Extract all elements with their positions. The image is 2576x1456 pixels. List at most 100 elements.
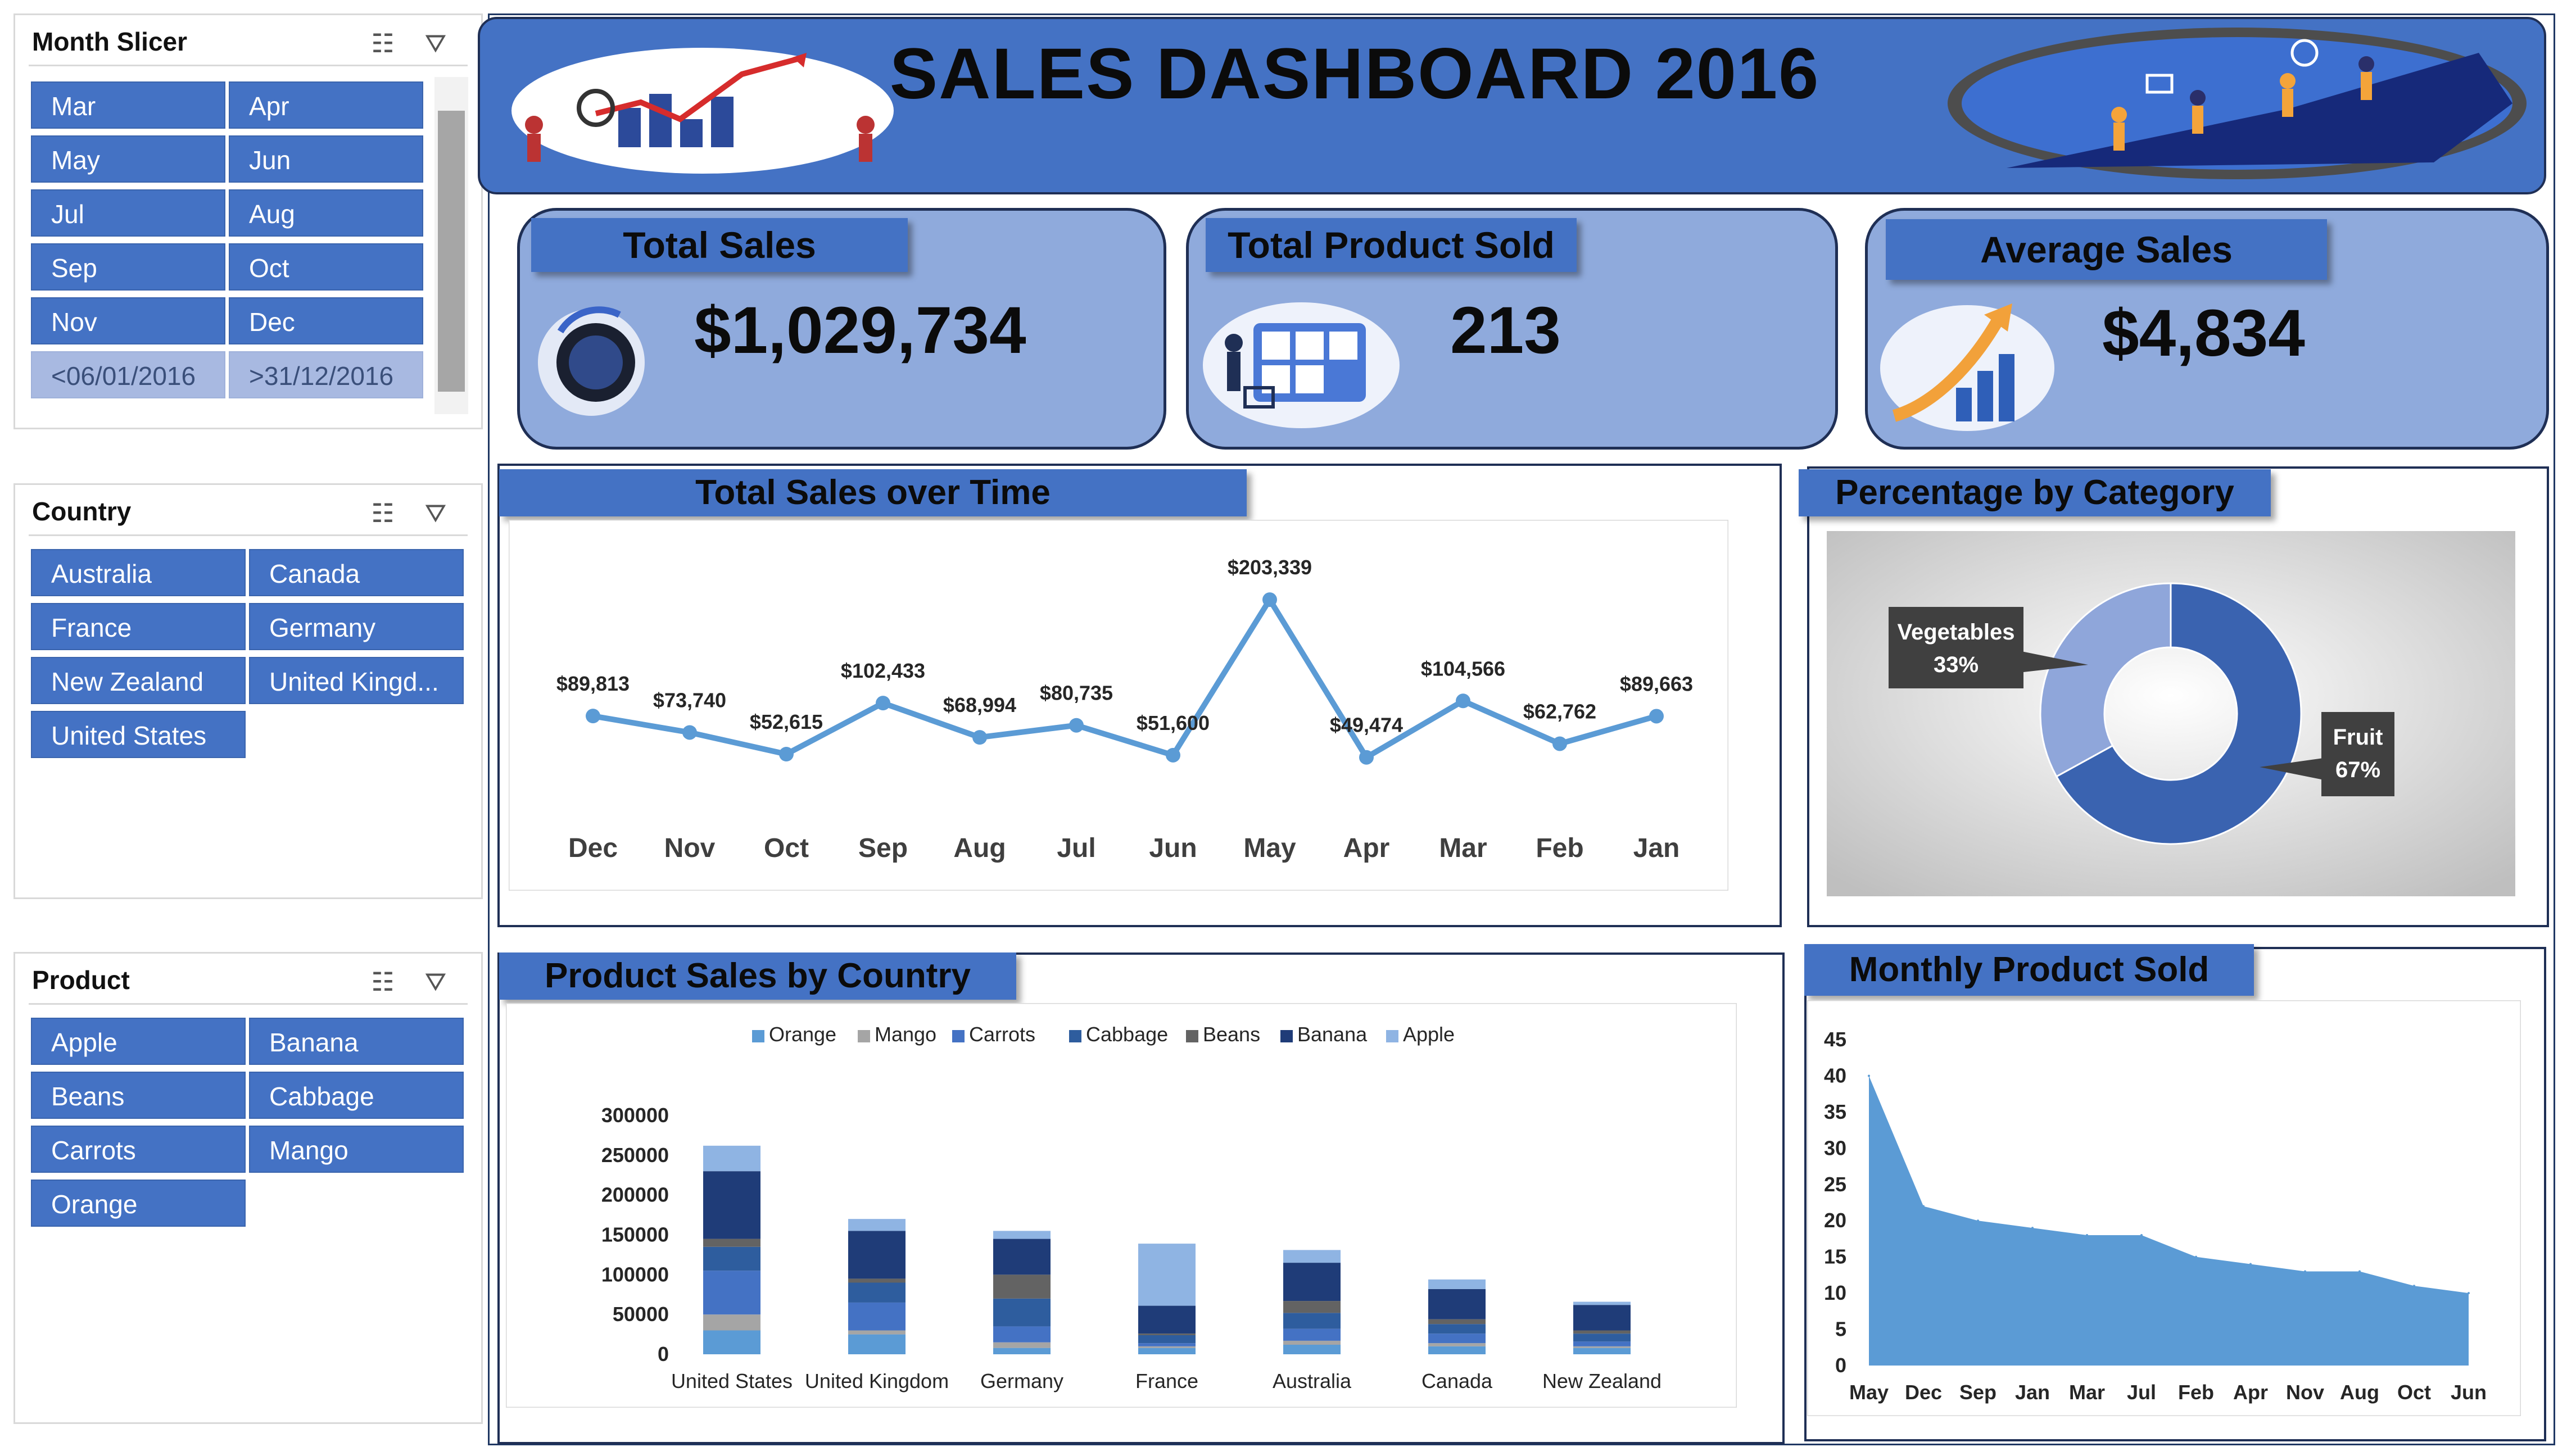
bar-segment-orange: [703, 1330, 760, 1354]
data-label-may: $203,339: [1228, 556, 1312, 579]
x-tick-france: France: [1135, 1369, 1198, 1393]
y-tick-20: 20: [1824, 1209, 1846, 1232]
bar-segment-cabbage: [1573, 1333, 1631, 1342]
kpi-total-sales-value: $1,029,734: [694, 293, 1026, 368]
country-slicer: Country ☷ ⛛ Australia Canada France Germ…: [13, 483, 483, 899]
product-slicer-title: Product: [32, 965, 130, 995]
category-label-fruit: Fruit: [2333, 725, 2383, 750]
sales-series-line: [592, 597, 1658, 760]
x-tick-new-zealand: New Zealand: [1542, 1369, 1662, 1393]
x-tick-aug: Aug: [953, 833, 1006, 863]
slicer-item-apr[interactable]: Apr: [229, 81, 423, 129]
callout-pointer-fruit: [2260, 758, 2321, 779]
x-tick-dec: Dec: [568, 833, 618, 863]
bar-segment-apple: [993, 1231, 1051, 1239]
slicer-item-before-range[interactable]: <06/01/2016: [31, 351, 225, 398]
bar-segment-beans: [848, 1278, 906, 1283]
slicer-item-germany[interactable]: Germany: [249, 603, 464, 650]
bar-segment-cabbage: [1428, 1324, 1486, 1334]
bar-segment-mango: [1428, 1343, 1486, 1346]
slicer-item-canada[interactable]: Canada: [249, 549, 464, 596]
legend-label-beans: Beans: [1203, 1023, 1260, 1046]
slicer-item-aug[interactable]: Aug: [229, 189, 423, 237]
y-tick-100000: 100000: [601, 1263, 669, 1286]
donut-slice-vegetables: [2039, 582, 2172, 778]
slicer-item-new-zealand[interactable]: New Zealand: [31, 657, 246, 704]
x-tick-jul: Jul: [2127, 1381, 2156, 1404]
bar-segment-carrots: [1428, 1333, 1486, 1344]
slicer-item-orange[interactable]: Orange: [31, 1180, 246, 1227]
bar-segment-apple: [703, 1145, 760, 1172]
multi-select-icon[interactable]: ☷: [371, 967, 395, 996]
slicer-item-france[interactable]: France: [31, 603, 246, 650]
slicer-item-jun[interactable]: Jun: [229, 135, 423, 183]
data-point-aug: [972, 730, 987, 745]
area-point-jul: [2140, 1234, 2143, 1236]
slicer-item-sep[interactable]: Sep: [31, 243, 225, 291]
data-point-apr: [1359, 750, 1374, 765]
divider: [29, 65, 468, 66]
bar-segment-cabbage: [1138, 1335, 1196, 1344]
x-tick-mar: Mar: [1439, 833, 1487, 863]
slicer-scroll-thumb[interactable]: [438, 111, 465, 392]
slicer-item-mar[interactable]: Mar: [31, 81, 225, 129]
bar-segment-beans: [1573, 1330, 1631, 1334]
bar-segment-beans: [1428, 1319, 1486, 1325]
slicer-item-may[interactable]: May: [31, 135, 225, 183]
kpi-total-product-sold-label: Total Product Sold: [1206, 218, 1577, 272]
slicer-item-apple[interactable]: Apple: [31, 1018, 246, 1065]
x-tick-feb: Feb: [2178, 1381, 2214, 1404]
x-tick-jan: Jan: [2015, 1381, 2050, 1404]
slicer-item-cabbage[interactable]: Cabbage: [249, 1072, 464, 1119]
growth-arrow-icon: [1880, 303, 2054, 431]
slicer-item-after-range[interactable]: >31/12/2016: [229, 351, 423, 398]
monthly-product-sold-title: Monthly Product Sold: [1804, 944, 2254, 996]
x-tick-mar: Mar: [2069, 1381, 2105, 1404]
slicer-item-banana[interactable]: Banana: [249, 1018, 464, 1065]
slicer-item-beans[interactable]: Beans: [31, 1072, 246, 1119]
legend-swatch-banana: [1280, 1030, 1293, 1042]
data-point-mar: [1456, 693, 1470, 709]
x-tick-jul: Jul: [1057, 833, 1095, 863]
slicer-item-australia[interactable]: Australia: [31, 549, 246, 596]
slicer-item-carrots[interactable]: Carrots: [31, 1126, 246, 1173]
growth-chart-illustration: [511, 48, 894, 174]
area-point-mar: [2086, 1234, 2088, 1236]
bar-segment-orange: [1283, 1345, 1341, 1354]
kpi-average-sales-label: Average Sales: [1886, 219, 2327, 280]
x-tick-dec: Dec: [1905, 1381, 1942, 1404]
category-percent-fruit: 67%: [2335, 758, 2380, 782]
slicer-item-dec[interactable]: Dec: [229, 297, 423, 344]
multi-select-icon[interactable]: ☷: [371, 498, 395, 528]
y-tick-0: 0: [658, 1342, 669, 1366]
x-tick-apr: Apr: [2233, 1381, 2268, 1404]
data-label-nov: $73,740: [653, 688, 726, 711]
slicer-item-mango[interactable]: Mango: [249, 1126, 464, 1173]
slicer-item-nov[interactable]: Nov: [31, 297, 225, 344]
kpi-total-product-sold-value: 213: [1450, 293, 1561, 368]
bar-segment-apple: [1138, 1244, 1196, 1306]
legend-swatch-beans: [1186, 1030, 1198, 1042]
clear-filter-icon[interactable]: ⛛: [424, 29, 447, 58]
legend-swatch-apple: [1386, 1030, 1398, 1042]
dashboard-title: SALES DASHBOARD 2016: [889, 34, 1820, 114]
multi-select-icon[interactable]: ☷: [371, 29, 395, 58]
percentage-by-category-title: Percentage by Category: [1799, 469, 2271, 516]
bar-segment-apple: [1283, 1250, 1341, 1263]
bar-segment-carrots: [848, 1302, 906, 1331]
clear-filter-icon[interactable]: ⛛: [424, 967, 447, 996]
bar-segment-cabbage: [1283, 1313, 1341, 1329]
callout-pointer-vegetables: [2023, 651, 2088, 672]
slicer-item-oct[interactable]: Oct: [229, 243, 423, 291]
slicer-item-united-kingdom[interactable]: United Kingd...: [249, 657, 464, 704]
bar-segment-mango: [848, 1330, 906, 1335]
x-tick-oct: Oct: [2397, 1381, 2431, 1404]
x-tick-sep: Sep: [1959, 1381, 1996, 1404]
clear-filter-icon[interactable]: ⛛: [424, 498, 447, 528]
slicer-item-united-states[interactable]: United States: [31, 711, 246, 758]
total-sales-over-time-title: Total Sales over Time: [499, 469, 1247, 516]
slicer-item-jul[interactable]: Jul: [31, 189, 225, 237]
x-tick-nov: Nov: [664, 833, 716, 863]
area-point-oct: [2413, 1285, 2415, 1287]
data-label-mar: $104,566: [1421, 657, 1505, 680]
